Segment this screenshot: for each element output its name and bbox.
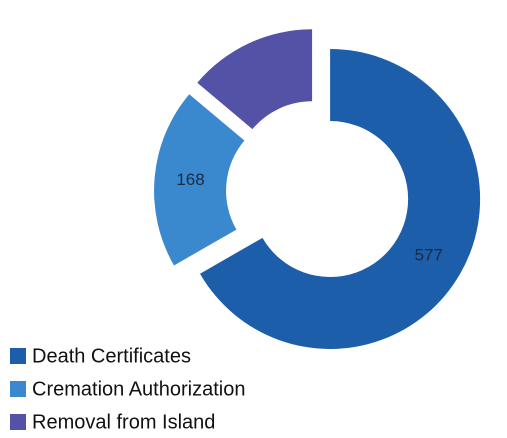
- legend-swatch: [10, 414, 26, 430]
- slice: [154, 94, 245, 266]
- legend-swatch: [10, 381, 26, 397]
- slice-label: 577: [415, 246, 443, 265]
- legend-text: Removal from Island: [32, 411, 215, 433]
- legend-text: Death Certificates: [32, 345, 191, 367]
- slice: [197, 29, 313, 130]
- legend-text: Cremation Authorization: [32, 378, 245, 400]
- slice: [200, 49, 481, 350]
- legend-swatch: [10, 348, 26, 364]
- slice-label: 168: [176, 170, 204, 189]
